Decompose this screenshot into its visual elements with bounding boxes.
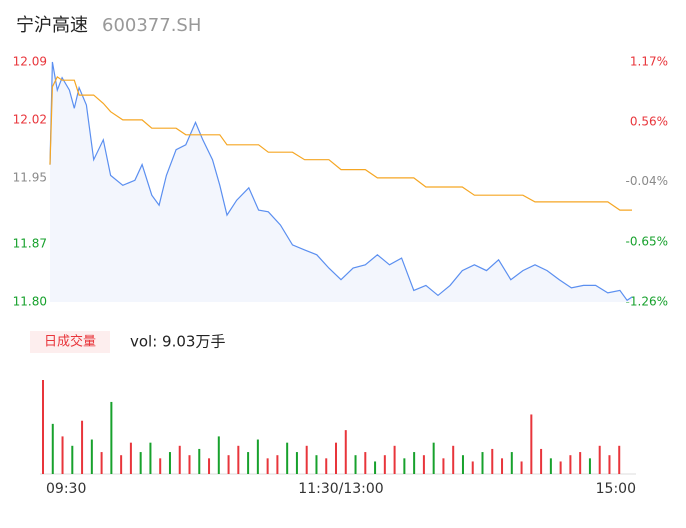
volume-bar	[549, 458, 552, 474]
volume-bar	[120, 455, 123, 474]
volume-bar	[149, 442, 152, 474]
volume-bar	[159, 458, 162, 474]
volume-bar	[42, 380, 44, 474]
volume-bar	[276, 455, 279, 474]
volume-bar	[71, 445, 74, 474]
volume-bar	[286, 442, 289, 474]
volume-bar	[51, 423, 54, 474]
volume-bar	[520, 461, 523, 474]
volume-badge	[30, 331, 110, 353]
volume-bar	[481, 452, 484, 474]
volume-bar	[198, 448, 201, 474]
volume-bar	[579, 452, 582, 474]
volume-bar	[81, 420, 84, 474]
y2-tick-label: -0.65%	[626, 234, 668, 248]
price-line	[49, 61, 633, 302]
volume-bar	[256, 439, 259, 474]
volume-bar	[335, 442, 337, 474]
volume-bar	[90, 439, 93, 474]
chart-title: 宁沪高速	[16, 15, 88, 36]
volume-bar	[295, 452, 298, 474]
volume-bar	[618, 445, 621, 474]
x-tick-label: 15:00	[596, 481, 636, 497]
volume-bar	[344, 430, 347, 474]
volume-bar	[237, 445, 240, 474]
y-tick-label: 11.95	[13, 170, 47, 184]
y2-tick-label: 1.17%	[630, 55, 668, 69]
volume-bar	[315, 455, 318, 474]
volume-bar	[266, 458, 269, 474]
volume-bar	[168, 452, 171, 474]
y2-tick-label: -0.04%	[626, 174, 668, 188]
volume-bar	[569, 455, 572, 474]
volume-bar	[510, 452, 513, 474]
volume-bar	[461, 455, 464, 474]
volume-bar	[227, 455, 230, 474]
volume-bar	[393, 445, 396, 474]
y2-tick-label: -1.26%	[626, 295, 668, 309]
volume-bar	[110, 401, 113, 474]
volume-bar	[325, 458, 328, 474]
average-line	[49, 76, 632, 211]
price-area	[50, 62, 632, 302]
volume-bar	[422, 455, 425, 474]
volume-label: 日成交量	[44, 334, 96, 350]
y2-tick-label: 0.56%	[630, 115, 668, 129]
volume-bar	[247, 452, 250, 474]
volume-bar	[403, 458, 406, 474]
chart-subtitle: 600377.SH	[102, 15, 201, 36]
volume-bar	[588, 458, 591, 474]
y-tick-label: 12.09	[13, 55, 47, 69]
volume-bar	[432, 442, 435, 474]
x-tick-label: 11:30/13:00	[298, 481, 383, 497]
volume-bar	[442, 458, 445, 474]
volume-bar	[501, 458, 504, 474]
volume-bar	[559, 461, 562, 474]
volume-bar	[178, 445, 181, 474]
volume-bar	[598, 445, 601, 474]
volume-bar	[471, 461, 474, 474]
volume-bar	[208, 458, 211, 474]
volume-bar	[364, 452, 367, 474]
y-tick-label: 11.80	[13, 295, 47, 309]
volume-bar	[129, 442, 132, 474]
volume-bar	[608, 455, 611, 474]
volume-bar	[305, 445, 308, 474]
volume-bar	[413, 452, 416, 474]
volume-bar	[374, 461, 377, 474]
volume-bar	[139, 452, 142, 474]
volume-total: vol: 9.03万手	[130, 333, 225, 351]
volume-bar	[354, 455, 357, 474]
volume-bar	[61, 436, 64, 474]
volume-bar	[530, 414, 533, 474]
volume-bar	[383, 455, 386, 474]
volume-bar	[540, 448, 543, 474]
volume-bar	[217, 436, 220, 474]
x-tick-label: 09:30	[46, 481, 86, 497]
y-tick-label: 11.87	[13, 237, 47, 251]
y-tick-label: 12.02	[13, 112, 47, 126]
volume-bar	[452, 445, 455, 474]
volume-bar	[188, 455, 191, 474]
volume-bar	[100, 452, 103, 474]
volume-bar	[491, 448, 494, 474]
